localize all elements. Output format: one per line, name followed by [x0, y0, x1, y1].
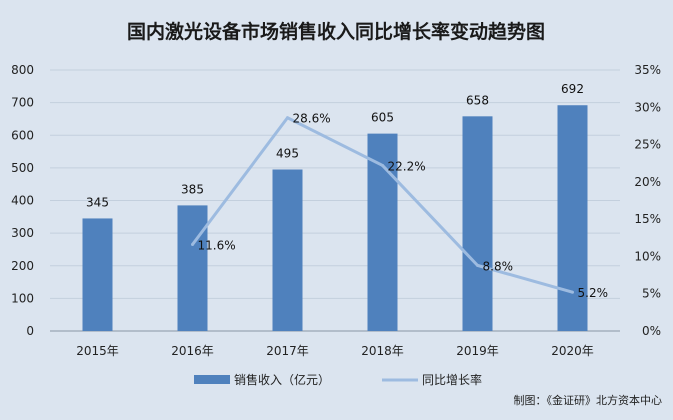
right-tick-label: 35% [634, 63, 661, 77]
x-tick-label: 2020年 [551, 344, 594, 358]
chart-title: 国内激光设备市场销售收入同比增长率变动趋势图 [127, 20, 545, 43]
x-tick-label: 2019年 [456, 344, 499, 358]
bar-data-label: 658 [466, 93, 489, 107]
right-tick-label: 25% [634, 138, 661, 152]
legend-label-bar: 销售收入（亿元） [234, 372, 330, 387]
grid [50, 69, 620, 332]
source-note: 制图：《金证研》北方资本中心 [514, 393, 663, 407]
bar [462, 116, 493, 331]
left-tick-label: 700 [11, 96, 34, 110]
bar [177, 205, 208, 331]
x-tick-label: 2017年 [266, 344, 309, 358]
line-point [191, 242, 194, 246]
left-tick-label: 100 [11, 291, 34, 305]
line-data-label: 5.2% [578, 286, 609, 300]
line-data-label: 8.8% [483, 259, 514, 273]
left-tick-label: 500 [11, 161, 34, 175]
legend-label-line: 同比增长率 [422, 372, 482, 387]
x-tick-label: 2015年 [76, 344, 119, 358]
left-tick-label: 600 [11, 128, 34, 142]
line-data-label: 11.6% [198, 238, 236, 252]
line-data-label: 28.6% [293, 112, 331, 126]
line-data-label: 22.2% [388, 159, 426, 173]
x-axis: 2015年 2016年 2017年 2018年 2019年 2020年 [76, 344, 594, 358]
bar [82, 218, 113, 331]
x-tick-label: 2016年 [171, 344, 214, 358]
left-tick-label: 200 [11, 259, 34, 273]
line-point [571, 290, 574, 294]
line-point [286, 116, 289, 120]
right-tick-label: 0% [642, 324, 661, 338]
line-series: 11.6% 28.6% 22.2% 8.8% 5.2% [191, 112, 608, 300]
bar [272, 169, 303, 331]
bar-data-label: 385 [181, 182, 204, 196]
right-tick-label: 20% [634, 175, 661, 189]
left-tick-label: 300 [11, 226, 34, 240]
bar-data-label: 345 [86, 195, 109, 209]
legend-swatch-bar [194, 375, 230, 384]
left-tick-label: 400 [11, 194, 34, 208]
bar-data-label: 495 [276, 147, 299, 161]
right-axis: 0% 5% 10% 15% 20% 25% 30% 35% [634, 63, 661, 338]
right-tick-label: 10% [634, 249, 661, 263]
left-tick-label: 800 [11, 63, 34, 77]
line-point [476, 263, 479, 267]
x-tick-label: 2018年 [361, 344, 404, 358]
bar-data-label: 692 [561, 82, 584, 96]
left-tick-label: 0 [26, 324, 34, 338]
left-axis: 0 100 200 300 400 500 600 700 800 [11, 63, 34, 338]
bar-data-label: 605 [371, 111, 394, 125]
legend: 销售收入（亿元） 同比增长率 [194, 372, 482, 387]
right-tick-label: 30% [634, 100, 661, 114]
right-tick-label: 15% [634, 212, 661, 226]
line-point [381, 163, 384, 167]
right-tick-label: 5% [642, 287, 661, 301]
